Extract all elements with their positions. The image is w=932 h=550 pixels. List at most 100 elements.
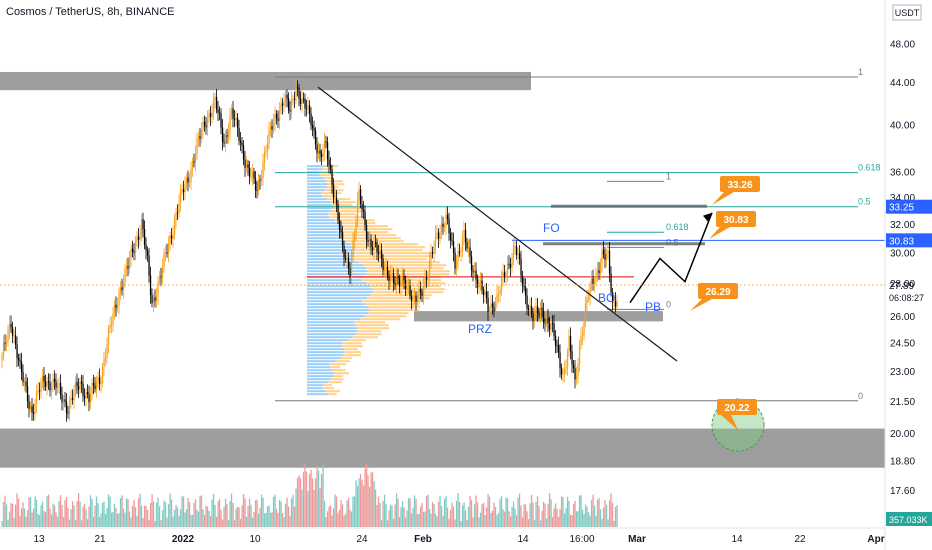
candle-body [518, 253, 521, 259]
volume-bar [26, 510, 29, 527]
volume-bar [281, 512, 284, 527]
volume-bar [377, 496, 380, 527]
candle-body [121, 287, 123, 290]
volume-bar [266, 506, 269, 527]
volume-bar [227, 520, 230, 527]
volume-bar [400, 507, 402, 527]
volume-bar [247, 506, 249, 527]
volume-bar [8, 511, 11, 527]
volume-bar [428, 508, 431, 527]
volume-bar [337, 512, 339, 527]
volume-bar [194, 499, 197, 527]
candle-body [587, 297, 590, 299]
volume-bar [485, 507, 488, 527]
candle-body [539, 307, 542, 315]
candle-body [343, 245, 345, 258]
candle-body [394, 282, 396, 286]
volume-bar [350, 511, 353, 527]
vp-bar-down [332, 369, 346, 372]
vp-bar-down [367, 270, 450, 273]
candle-body [451, 240, 453, 242]
volume-bar [569, 514, 572, 527]
volume-bar [65, 497, 68, 527]
volume-bar [89, 495, 92, 527]
candle-body [383, 269, 386, 271]
candle-body [337, 203, 339, 221]
volume-bar [523, 504, 525, 527]
volume-bar [524, 504, 527, 527]
vp-bar-up [307, 192, 322, 195]
volume-bar [184, 512, 186, 527]
candle-body [331, 169, 333, 185]
volume-bar [503, 511, 506, 527]
vp-bar-up [307, 168, 322, 171]
candle-body [34, 404, 36, 414]
volume-bar [46, 496, 48, 527]
volume-bar [248, 498, 251, 527]
candle-body [611, 292, 614, 303]
candle-body [349, 268, 351, 278]
volume-bar [476, 502, 479, 527]
vp-bar-up [307, 300, 363, 303]
volume-bar [365, 463, 368, 527]
candle-body [197, 136, 200, 140]
candle-body [584, 303, 587, 320]
target-callout-33.26-pointer [712, 192, 734, 205]
price-tick-34.00: 34.00 [890, 193, 915, 204]
target-callout-33.26-box [720, 176, 760, 192]
vp-bar-up [307, 240, 347, 243]
candle-body [427, 276, 429, 280]
candle-body [209, 113, 212, 118]
volume-bar [347, 497, 350, 527]
price-badge-33.25-label: 33.25 [889, 203, 914, 214]
candle-body [557, 345, 560, 353]
candle-body [283, 100, 285, 106]
candle-body [347, 257, 350, 269]
time-tick-21: 21 [94, 534, 106, 545]
candle-body [391, 273, 393, 275]
candle-body [295, 87, 297, 100]
volume-bar [535, 501, 537, 527]
volume-bar [61, 504, 63, 527]
vp-bar-down [358, 261, 440, 264]
candle-body [563, 369, 566, 374]
candle-body [542, 310, 545, 323]
candle-body [482, 290, 485, 296]
volume-bar [215, 516, 218, 527]
vp-bar-down [326, 180, 344, 183]
candle-body [413, 295, 416, 298]
candle-body [502, 272, 504, 278]
volume-bar [595, 515, 597, 527]
candle-body [128, 258, 131, 269]
volume-bar [599, 509, 602, 527]
volume-bar [518, 493, 521, 527]
volume-bar [506, 498, 509, 527]
candle-body [284, 94, 287, 101]
volume-bar [94, 505, 96, 527]
volume-bar [539, 520, 542, 527]
candle-body [254, 178, 257, 191]
volume-bar [602, 507, 605, 527]
volume-bar [370, 472, 372, 527]
candle-body [289, 109, 291, 112]
volume-bar [509, 516, 512, 527]
candle-body [86, 391, 89, 395]
volume-bar [467, 506, 470, 527]
vp-bar-up [307, 369, 333, 372]
price-badge-33.25-box [886, 199, 932, 214]
volume-bar [86, 519, 89, 527]
volume-bar [559, 509, 561, 527]
candle-body [40, 381, 42, 392]
candle-body [478, 282, 480, 288]
volume-bar [497, 512, 500, 527]
vp-bar-up [307, 177, 324, 180]
vp-bar-down [357, 327, 390, 330]
vp-bar-down [340, 357, 352, 360]
target-callout-20.22-label: 20.22 [724, 403, 749, 414]
volume-bar [80, 520, 83, 527]
volume-bar [320, 474, 323, 527]
candle-body [43, 375, 45, 382]
candle-body [511, 257, 513, 268]
